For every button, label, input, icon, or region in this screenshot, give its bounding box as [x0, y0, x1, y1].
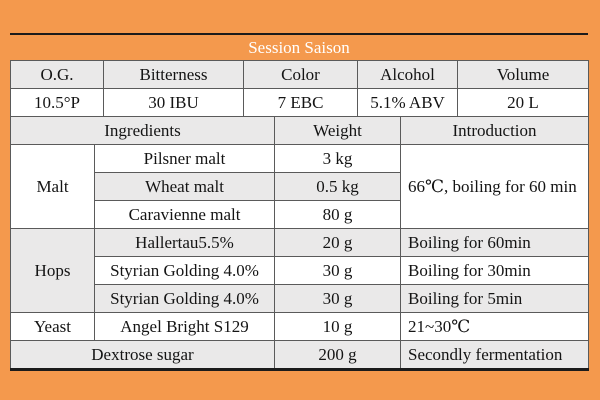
recipe-title: Session Saison	[10, 33, 588, 60]
recipe-table-document: Session Saison O.G. Bitterness Color Alc…	[9, 33, 590, 371]
extra-weight: 200 g	[274, 340, 402, 370]
hops-name-2: Styrian Golding 4.0%	[93, 256, 276, 285]
header-ingredients: Ingredients	[9, 116, 276, 145]
summary-values-row: 10.5°P 30 IBU 7 EBC 5.1% ABV 20 L	[10, 88, 589, 117]
summary-value-color: 7 EBC	[243, 88, 358, 117]
summary-header-bitterness: Bitterness	[103, 60, 244, 89]
yeast-intro: 21~30℃	[400, 312, 590, 341]
malt-name-2: Wheat malt	[93, 172, 276, 201]
malt-category-label: Malt	[10, 144, 95, 229]
summary-header-volume: Volume	[457, 60, 589, 89]
hops-row-3: Styrian Golding 4.0% 30 g Boiling for 5m…	[11, 284, 590, 313]
yeast-name: Angel Bright S129	[93, 312, 276, 341]
extra-row: Dextrose sugar 200 g Secondly fermentati…	[9, 340, 590, 370]
summary-header-color: Color	[243, 60, 358, 89]
hops-intro-1: Boiling for 60min	[400, 228, 590, 257]
yeast-weight: 10 g	[274, 312, 402, 341]
summary-value-og: 10.5°P	[10, 88, 104, 117]
malt-weight-1: 3 kg	[274, 144, 402, 173]
malt-row-2: Wheat malt 0.5 kg	[11, 172, 589, 201]
hops-row-2: Styrian Golding 4.0% 30 g Boiling for 30…	[11, 256, 590, 285]
malt-weight-3: 80 g	[274, 200, 402, 229]
extra-intro: Secondly fermentation	[400, 340, 590, 370]
hops-row-1: Hops Hallertau5.5% 20 g Boiling for 60mi…	[10, 228, 590, 313]
malt-introduction: 66℃, boiling for 60 min	[400, 144, 590, 229]
hops-name-1: Hallertau5.5%	[93, 228, 276, 257]
hops-intro-3: Boiling for 5min	[400, 284, 590, 313]
summary-value-bitterness: 30 IBU	[103, 88, 244, 117]
malt-row-1: Malt Pilsner malt 3 kg 66℃, boiling for …	[10, 144, 590, 229]
ingredients-table: Ingredients Weight Introduction Malt Pil…	[9, 116, 590, 371]
yeast-row: Yeast Angel Bright S129 10 g 21~30℃	[10, 312, 590, 341]
extra-name: Dextrose sugar	[9, 340, 276, 370]
hops-name-3: Styrian Golding 4.0%	[93, 284, 276, 313]
summary-header-row: O.G. Bitterness Color Alcohol Volume	[10, 60, 589, 89]
ingredients-header-row: Ingredients Weight Introduction	[9, 116, 590, 145]
malt-weight-2: 0.5 kg	[274, 172, 402, 201]
hops-weight-2: 30 g	[274, 256, 402, 285]
summary-header-og: O.G.	[10, 60, 104, 89]
hops-category-label: Hops	[10, 228, 95, 313]
header-weight: Weight	[274, 116, 402, 145]
yeast-category-label: Yeast	[10, 312, 95, 341]
malt-name-3: Caravienne malt	[93, 200, 276, 229]
hops-intro-2: Boiling for 30min	[400, 256, 590, 285]
malt-name-1: Pilsner malt	[93, 144, 276, 173]
summary-header-alcohol: Alcohol	[357, 60, 458, 89]
hops-weight-1: 20 g	[274, 228, 402, 257]
hops-weight-3: 30 g	[274, 284, 402, 313]
header-introduction: Introduction	[400, 116, 590, 145]
summary-value-alcohol: 5.1% ABV	[357, 88, 458, 117]
summary-table: O.G. Bitterness Color Alcohol Volume 10.…	[10, 60, 589, 117]
summary-value-volume: 20 L	[457, 88, 589, 117]
